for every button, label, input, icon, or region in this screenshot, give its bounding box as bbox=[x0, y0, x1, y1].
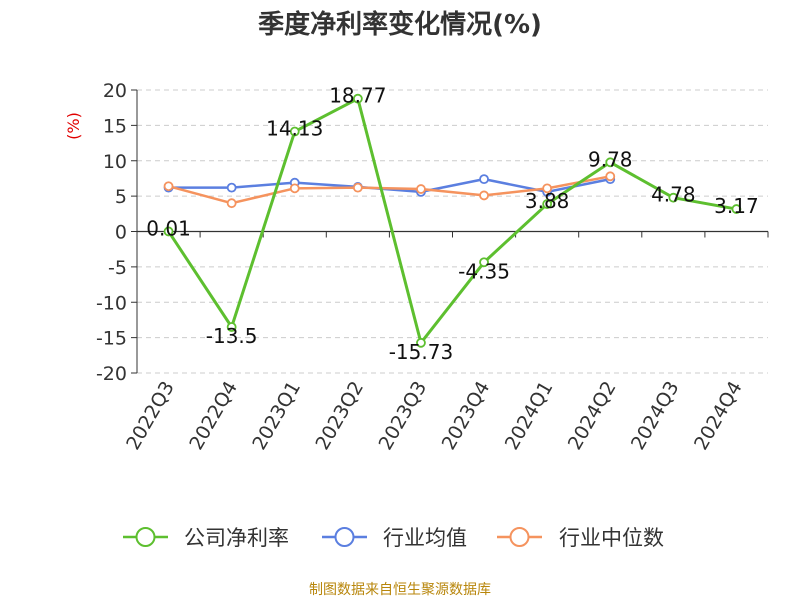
data-point bbox=[479, 174, 489, 185]
data-point bbox=[416, 184, 426, 194]
data-point bbox=[352, 182, 363, 193]
legend-label: 行业中位数 bbox=[559, 526, 664, 550]
x-tick-label: 2022Q3 bbox=[122, 378, 179, 454]
y-tick-label: -5 bbox=[108, 257, 127, 279]
axes bbox=[131, 89, 769, 374]
y-tick-labels: 20 15 10 5 0 -5 -10 -15 -20 bbox=[96, 80, 127, 385]
data-label: 4.78 bbox=[651, 183, 696, 207]
data-label: -15.73 bbox=[389, 340, 453, 364]
data-point bbox=[163, 181, 174, 192]
data-point bbox=[605, 157, 616, 168]
legend: 公司净利率 行业均值 行业中位数 bbox=[123, 526, 664, 550]
x-tick-label: 2023Q3 bbox=[375, 378, 432, 454]
data-label: 0.01 bbox=[146, 216, 191, 240]
data-point bbox=[352, 93, 363, 104]
data-point bbox=[416, 337, 426, 348]
legend-swatch-marker bbox=[135, 527, 156, 547]
y-axis-unit: (%) bbox=[64, 112, 83, 140]
x-tick-label: 2023Q1 bbox=[248, 378, 305, 454]
x-tick-label: 2023Q2 bbox=[311, 378, 368, 454]
x-tick-label: 2024Q2 bbox=[564, 378, 621, 454]
data-point bbox=[479, 190, 489, 201]
data-point bbox=[289, 183, 300, 194]
data-point bbox=[605, 171, 616, 182]
data-label: 14.13 bbox=[266, 117, 323, 141]
y-tick-label: 10 bbox=[103, 151, 127, 173]
data-point bbox=[731, 204, 742, 214]
data-point bbox=[226, 322, 237, 332]
data-point bbox=[163, 226, 174, 237]
x-tick-label: 2023Q4 bbox=[438, 378, 495, 454]
data-point bbox=[289, 126, 300, 137]
legend-swatch-marker bbox=[509, 527, 530, 547]
y-tick-label: 5 bbox=[115, 186, 127, 208]
data-label: 3.17 bbox=[714, 194, 759, 218]
data-point bbox=[668, 192, 679, 203]
legend-item: 行业中位数 bbox=[497, 526, 664, 550]
data-label: 18.77 bbox=[329, 84, 386, 108]
data-point bbox=[226, 182, 237, 193]
legend-swatch-marker bbox=[334, 527, 355, 547]
y-tick-label: 0 bbox=[115, 222, 127, 244]
y-tick-label: 20 bbox=[103, 80, 127, 102]
x-tick-label: 2022Q4 bbox=[185, 378, 242, 454]
y-tick-label: -20 bbox=[96, 363, 127, 385]
x-tick-label: 2024Q1 bbox=[501, 378, 558, 454]
y-tick-label: -15 bbox=[96, 328, 127, 350]
data-label: 3.88 bbox=[525, 189, 570, 213]
data-source-note: 制图数据来自恒生聚源数据库 bbox=[309, 582, 491, 598]
data-point bbox=[542, 199, 553, 209]
x-tick-labels: 2022Q3 2022Q4 2023Q1 2023Q2 2023Q3 2023Q4 2024… bbox=[122, 378, 747, 454]
series-line bbox=[167, 97, 737, 345]
data-label: -4.35 bbox=[458, 259, 510, 283]
legend-item: 公司净利率 bbox=[123, 526, 289, 550]
data-label: 9.78 bbox=[588, 147, 633, 171]
x-tick-label: 2024Q4 bbox=[690, 378, 747, 454]
legend-label: 行业均值 bbox=[383, 526, 467, 550]
series-line bbox=[168, 175, 611, 205]
chart-title: 季度净利率变化情况(%) bbox=[258, 10, 542, 40]
data-point bbox=[479, 257, 489, 268]
legend-item: 行业均值 bbox=[322, 526, 467, 550]
y-tick-label: -10 bbox=[96, 292, 127, 314]
legend-label: 公司净利率 bbox=[184, 526, 289, 550]
data-label: -13.5 bbox=[206, 324, 258, 348]
series-lines bbox=[163, 93, 742, 348]
y-tick-label: 15 bbox=[103, 115, 127, 137]
data-point bbox=[226, 198, 237, 209]
x-tick-label: 2024Q3 bbox=[627, 378, 684, 454]
data-point bbox=[542, 183, 553, 194]
